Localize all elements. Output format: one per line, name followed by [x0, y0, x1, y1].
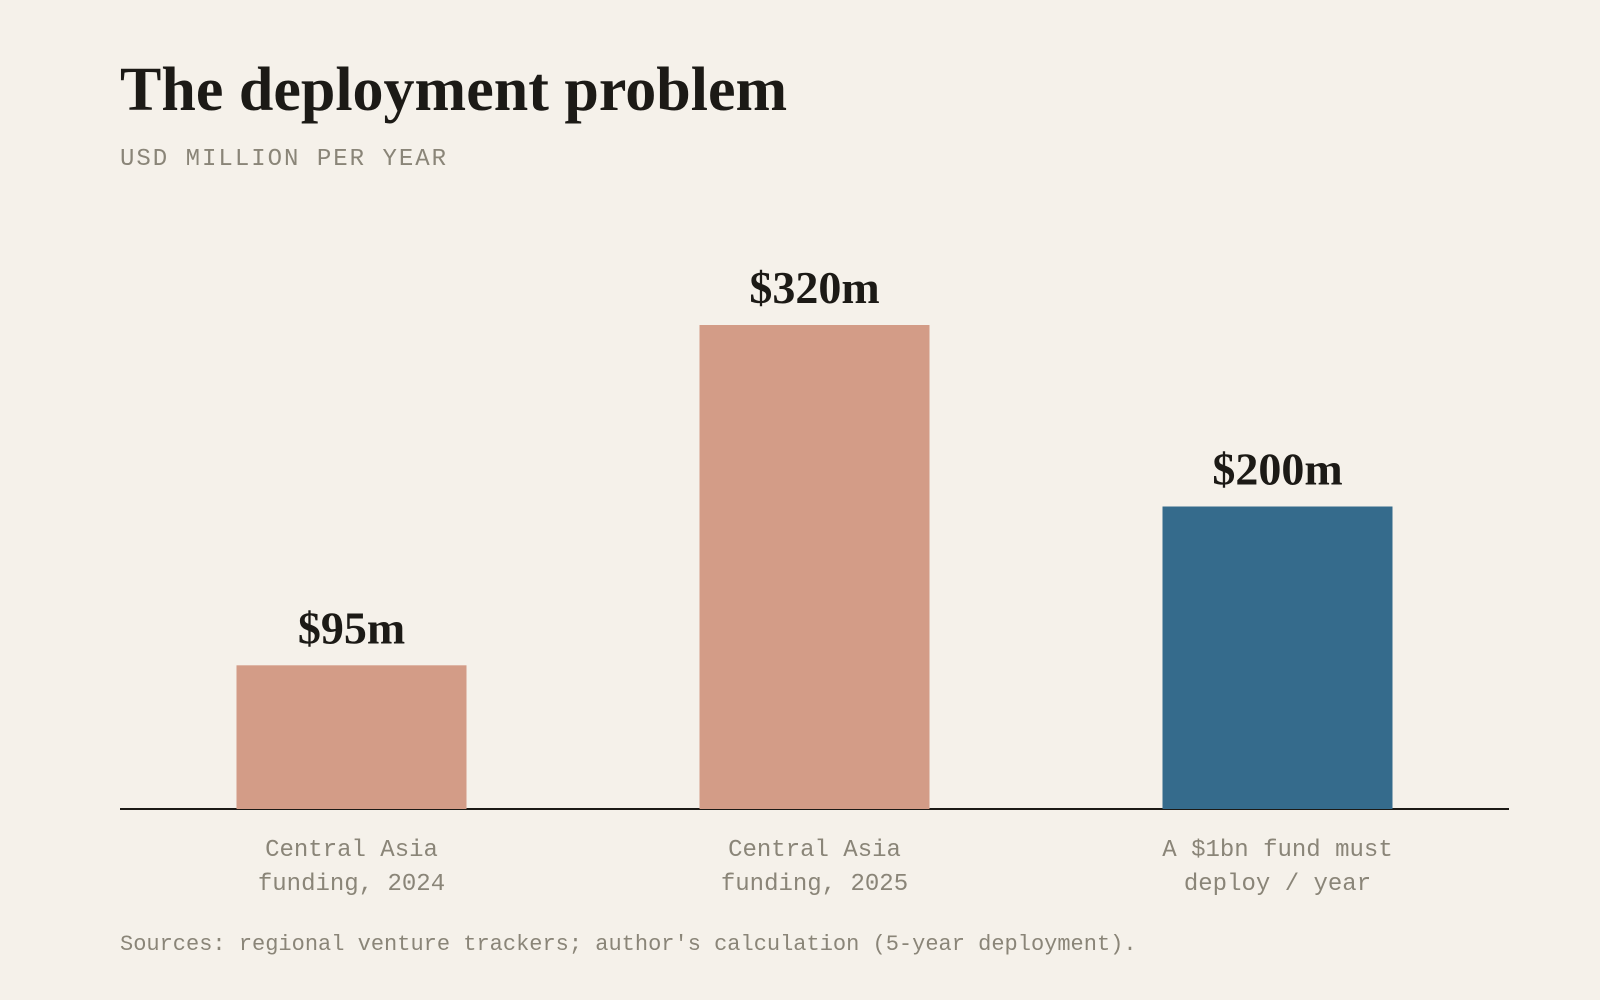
category-label: A $1bn fund must deploy / year — [1162, 837, 1393, 898]
value-label: $200m — [1212, 444, 1342, 495]
category-label: Central Asia funding, 2025 — [720, 837, 909, 898]
category-label: Central Asia funding, 2024 — [257, 837, 446, 898]
bar — [699, 325, 930, 809]
chart-subtitle: USD MILLION PER YEAR — [120, 146, 448, 173]
chart-title: The deployment problem — [120, 56, 787, 124]
value-label: $95m — [298, 602, 405, 653]
bar — [1162, 506, 1393, 809]
source-note: Sources: regional venture trackers; auth… — [120, 932, 1137, 957]
bar — [236, 665, 467, 809]
value-label: $320m — [749, 262, 879, 313]
